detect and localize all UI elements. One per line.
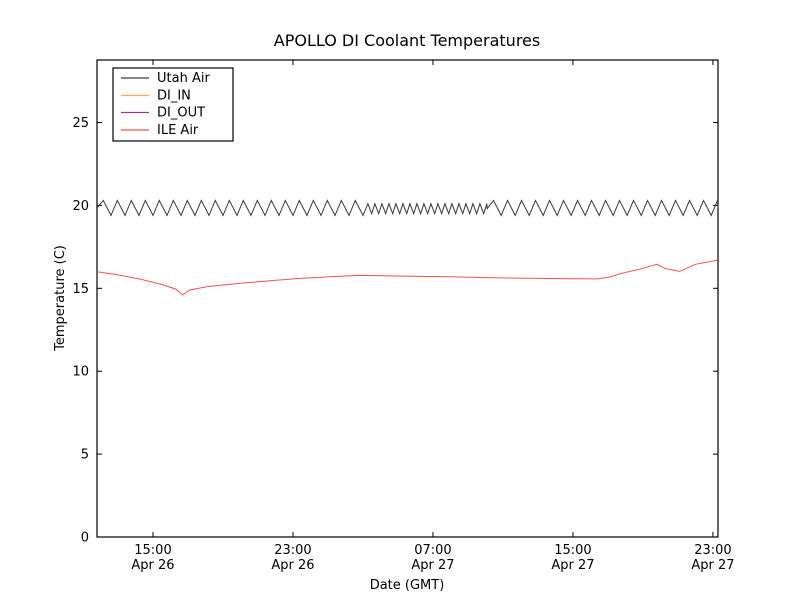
y-tick-label: 25 <box>72 116 89 131</box>
x-tick-label-time: 23:00 <box>274 543 311 558</box>
x-tick-label-date: Apr 27 <box>691 558 734 573</box>
plot-border <box>96 59 719 538</box>
x-tick-label-time: 23:00 <box>694 543 731 558</box>
x-tick-label-date: Apr 26 <box>131 558 174 573</box>
y-tick-label: 5 <box>81 448 89 463</box>
series-utah-air-line <box>96 199 719 217</box>
x-tick-label-time: 15:00 <box>134 543 171 558</box>
x-tick-label-time: 15:00 <box>554 543 591 558</box>
y-axis-label: Temperature (C) <box>53 245 68 352</box>
legend-box <box>112 67 234 142</box>
chart-title: APOLLO DI Coolant Temperatures <box>274 31 540 50</box>
x-axis-label: Date (GMT) <box>370 578 445 593</box>
y-tick-label: 20 <box>72 199 89 214</box>
legend-label-di-out: DI_OUT <box>157 106 205 121</box>
x-tick-label-date: Apr 27 <box>411 558 454 573</box>
y-tick-label: 10 <box>72 365 89 380</box>
series-ile-air-line <box>96 259 719 296</box>
legend: Utah Air DI_IN DI_OUT ILE Air <box>112 67 234 142</box>
x-tick-label-date: Apr 26 <box>271 558 314 573</box>
x-tick-label-date: Apr 27 <box>551 558 594 573</box>
legend-label-utah-air: Utah Air <box>157 71 210 86</box>
y-tick-label: 15 <box>72 282 89 297</box>
legend-label-di-in: DI_IN <box>157 89 191 104</box>
x-tick-label-time: 07:00 <box>414 543 451 558</box>
legend-label-ile-air: ILE Air <box>157 123 199 138</box>
y-tick-label: 0 <box>81 531 89 546</box>
